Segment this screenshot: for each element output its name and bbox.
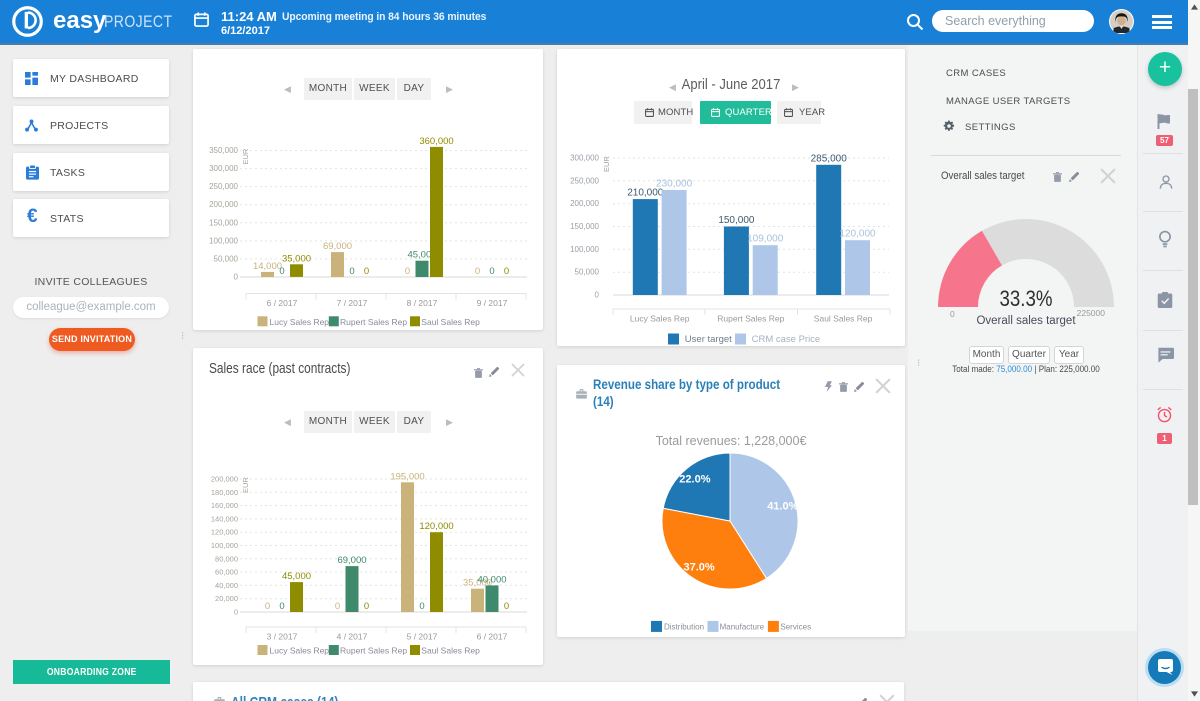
svg-text:Lucy Sales Rep: Lucy Sales Rep xyxy=(270,646,330,656)
svg-text:160,000: 160,000 xyxy=(211,501,238,510)
svg-text:50,000: 50,000 xyxy=(575,268,600,277)
svg-text:109,000: 109,000 xyxy=(747,234,784,245)
svg-text:0: 0 xyxy=(349,266,354,277)
svg-text:Saul Sales Rep: Saul Sales Rep xyxy=(814,314,873,324)
svg-text:0: 0 xyxy=(364,601,369,612)
svg-text:35,000: 35,000 xyxy=(463,578,492,589)
svg-text:0: 0 xyxy=(405,266,410,277)
svg-text:0: 0 xyxy=(335,601,340,612)
svg-text:100,000: 100,000 xyxy=(211,541,238,550)
svg-text:EUR: EUR xyxy=(602,156,611,172)
svg-text:Lucy Sales Rep: Lucy Sales Rep xyxy=(270,317,330,327)
svg-text:0: 0 xyxy=(279,266,284,277)
svg-text:Rupert Sales Rep: Rupert Sales Rep xyxy=(340,646,407,656)
svg-text:230,000: 230,000 xyxy=(656,179,693,190)
svg-text:41.0%: 41.0% xyxy=(767,501,798,513)
svg-text:EUR: EUR xyxy=(241,477,250,493)
svg-text:Rupert Sales Rep: Rupert Sales Rep xyxy=(717,314,784,324)
svg-text:Saul Sales Rep: Saul Sales Rep xyxy=(421,317,480,327)
svg-text:45,000: 45,000 xyxy=(407,250,436,261)
svg-text:Rupert Sales Rep: Rupert Sales Rep xyxy=(340,317,407,327)
svg-text:300,000: 300,000 xyxy=(570,154,599,163)
svg-text:200,000: 200,000 xyxy=(211,475,238,484)
svg-text:6 / 2017: 6 / 2017 xyxy=(267,298,298,308)
svg-text:195,000: 195,000 xyxy=(390,471,424,482)
svg-text:3 / 2017: 3 / 2017 xyxy=(267,632,298,642)
svg-text:150,000: 150,000 xyxy=(718,215,755,226)
svg-text:200,000: 200,000 xyxy=(209,200,238,209)
svg-text:0: 0 xyxy=(475,266,480,277)
svg-text:0: 0 xyxy=(504,266,509,277)
svg-text:350,000: 350,000 xyxy=(209,146,238,155)
svg-text:Manufacture: Manufacture xyxy=(720,623,765,632)
svg-text:35,000: 35,000 xyxy=(282,253,311,264)
svg-text:Saul Sales Rep: Saul Sales Rep xyxy=(421,646,480,656)
svg-text:120,000: 120,000 xyxy=(211,528,238,537)
svg-text:120,000: 120,000 xyxy=(839,229,876,240)
svg-text:0: 0 xyxy=(234,608,238,617)
svg-text:69,000: 69,000 xyxy=(323,241,352,252)
svg-text:250,000: 250,000 xyxy=(570,176,599,185)
svg-text:0: 0 xyxy=(279,601,284,612)
svg-text:150,000: 150,000 xyxy=(570,222,599,231)
svg-text:69,000: 69,000 xyxy=(337,555,366,566)
svg-text:6 / 2017: 6 / 2017 xyxy=(477,632,508,642)
svg-text:100,000: 100,000 xyxy=(570,245,599,254)
svg-text:EUR: EUR xyxy=(241,148,250,164)
svg-text:CRM case Price: CRM case Price xyxy=(752,334,821,345)
svg-text:4 / 2017: 4 / 2017 xyxy=(337,632,368,642)
svg-text:0: 0 xyxy=(595,291,600,300)
svg-text:14,000: 14,000 xyxy=(253,261,282,272)
svg-text:0: 0 xyxy=(419,601,424,612)
svg-text:0: 0 xyxy=(265,601,270,612)
svg-text:150,000: 150,000 xyxy=(209,218,238,227)
svg-text:5 / 2017: 5 / 2017 xyxy=(407,632,438,642)
svg-text:360,000: 360,000 xyxy=(419,136,453,147)
svg-text:40,000: 40,000 xyxy=(215,581,238,590)
svg-text:210,000: 210,000 xyxy=(627,188,664,199)
svg-text:0: 0 xyxy=(489,266,494,277)
svg-text:User target: User target xyxy=(685,334,732,345)
svg-text:Lucy Sales Rep: Lucy Sales Rep xyxy=(630,314,690,324)
svg-text:50,000: 50,000 xyxy=(214,254,239,263)
svg-text:60,000: 60,000 xyxy=(215,568,238,577)
svg-text:0: 0 xyxy=(504,601,509,612)
svg-text:250,000: 250,000 xyxy=(209,182,238,191)
svg-text:Services: Services xyxy=(780,623,811,632)
svg-text:8 / 2017: 8 / 2017 xyxy=(407,298,438,308)
svg-text:80,000: 80,000 xyxy=(215,554,238,563)
svg-text:285,000: 285,000 xyxy=(811,153,848,164)
svg-text:140,000: 140,000 xyxy=(211,514,238,523)
svg-text:0: 0 xyxy=(364,266,369,277)
svg-text:45,000: 45,000 xyxy=(282,571,311,582)
svg-text:20,000: 20,000 xyxy=(215,594,238,603)
svg-text:0: 0 xyxy=(234,273,239,282)
svg-text:Distribution: Distribution xyxy=(664,623,704,632)
svg-text:180,000: 180,000 xyxy=(211,488,238,497)
svg-text:9 / 2017: 9 / 2017 xyxy=(477,298,508,308)
svg-text:200,000: 200,000 xyxy=(570,199,599,208)
svg-text:120,000: 120,000 xyxy=(419,521,453,532)
svg-text:300,000: 300,000 xyxy=(209,164,238,173)
svg-text:40,000: 40,000 xyxy=(477,574,506,585)
svg-text:37.0%: 37.0% xyxy=(683,562,714,574)
svg-text:7 / 2017: 7 / 2017 xyxy=(337,298,368,308)
svg-text:100,000: 100,000 xyxy=(209,236,238,245)
svg-text:22.0%: 22.0% xyxy=(679,474,710,486)
